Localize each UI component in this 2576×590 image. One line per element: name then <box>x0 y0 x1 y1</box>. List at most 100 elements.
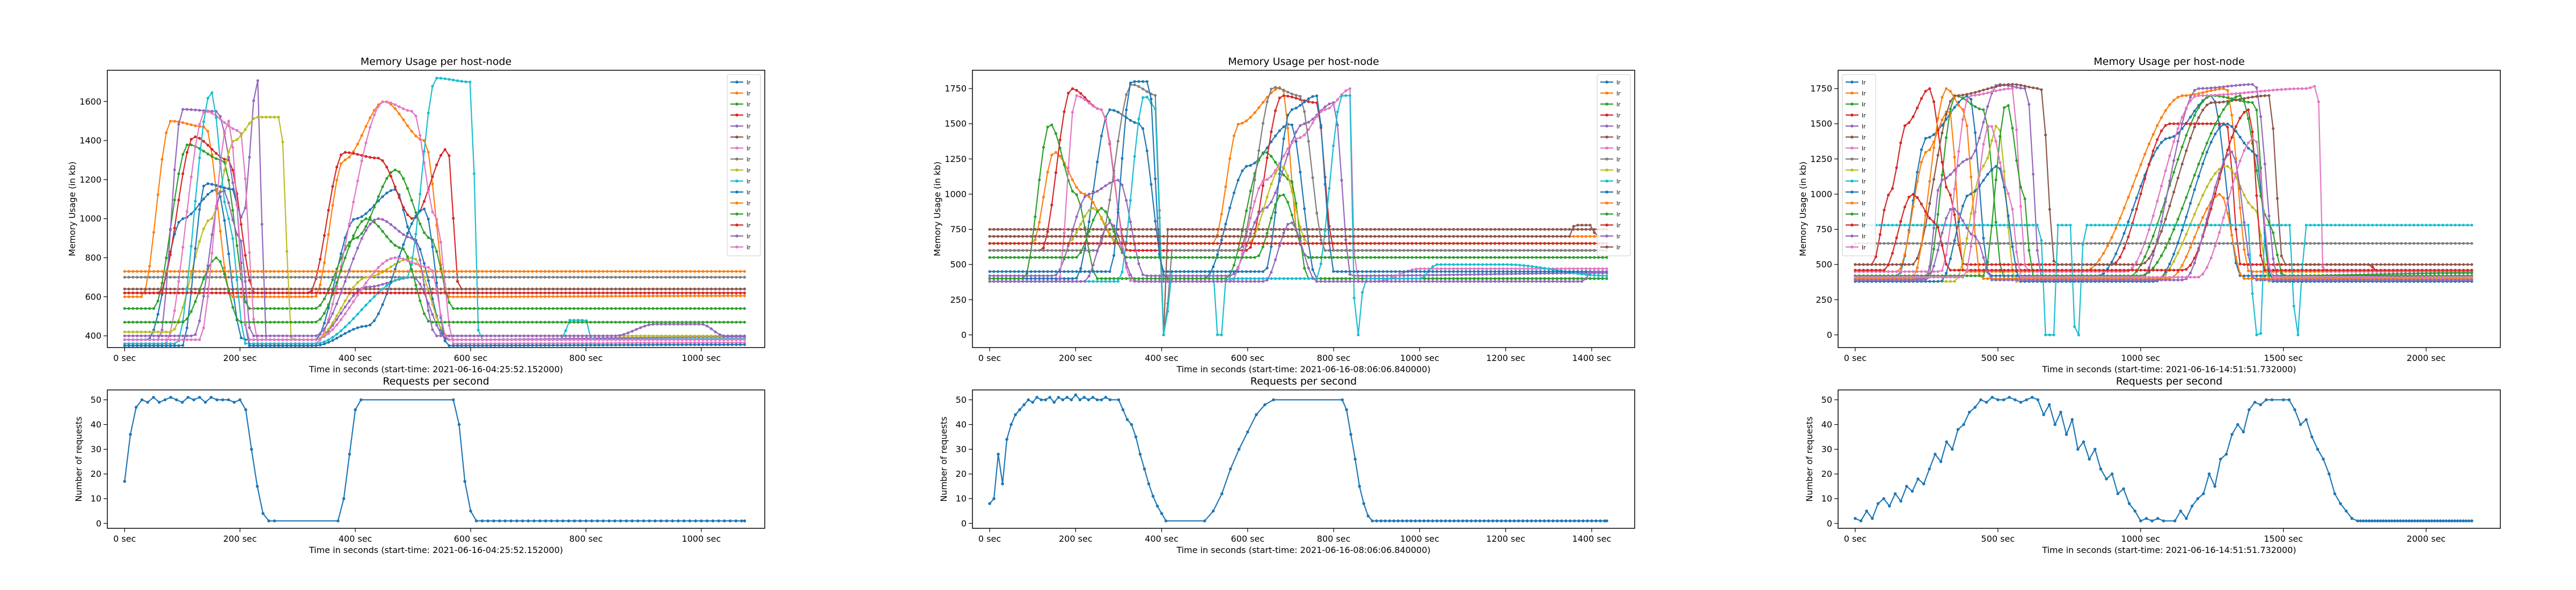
data-point <box>581 287 584 291</box>
data-point <box>156 321 159 324</box>
data-point <box>1058 154 1062 158</box>
data-point <box>1348 256 1351 259</box>
data-point <box>676 321 679 324</box>
data-point <box>452 270 455 273</box>
data-point <box>685 343 688 346</box>
data-point <box>1481 242 1484 245</box>
data-point <box>239 291 243 294</box>
data-point <box>360 277 363 281</box>
data-point <box>726 341 729 344</box>
data-point <box>685 338 688 342</box>
data-point <box>1552 268 1555 271</box>
data-point <box>1087 220 1091 223</box>
data-point <box>1245 256 1248 259</box>
data-point <box>1075 193 1078 196</box>
data-point <box>1286 91 1290 94</box>
data-point <box>1473 280 1476 283</box>
data-point <box>1605 270 1608 273</box>
data-point <box>676 276 679 279</box>
data-point <box>469 291 472 294</box>
data-point <box>319 291 322 294</box>
data-point <box>1000 280 1004 283</box>
data-point <box>472 338 476 342</box>
data-point <box>294 307 297 310</box>
data-point <box>1485 256 1488 259</box>
data-point <box>1216 256 1219 259</box>
data-point <box>348 156 351 159</box>
data-point <box>1249 280 1252 283</box>
data-point <box>506 321 509 324</box>
data-point <box>1394 256 1397 259</box>
data-point <box>552 334 555 337</box>
data-point <box>1096 107 1099 110</box>
data-point <box>680 307 684 310</box>
data-point <box>1361 242 1364 245</box>
data-point <box>123 291 126 294</box>
data-point <box>135 287 139 291</box>
data-point <box>1199 235 1203 238</box>
data-point <box>1034 228 1037 231</box>
data-point <box>414 270 418 273</box>
data-point <box>1195 270 1198 273</box>
data-point <box>1444 277 1447 281</box>
data-point <box>1125 262 1128 265</box>
data-point <box>1261 179 1264 182</box>
data-point <box>273 115 276 119</box>
data-point <box>606 343 609 346</box>
data-point <box>335 336 339 340</box>
data-point <box>739 338 742 342</box>
y-tick-label: 750 <box>950 224 967 234</box>
data-point <box>348 151 351 154</box>
data-point <box>1448 263 1451 266</box>
legend-label: lr <box>747 244 751 251</box>
data-point <box>1477 249 1480 252</box>
data-point <box>1067 280 1070 283</box>
data-point <box>1261 101 1264 104</box>
data-point <box>485 270 488 273</box>
data-point <box>1129 228 1132 231</box>
data-point <box>281 276 284 279</box>
data-point <box>456 287 459 291</box>
data-point <box>185 326 189 329</box>
data-point <box>1249 189 1252 193</box>
data-point <box>1154 277 1157 281</box>
data-point <box>1187 242 1190 245</box>
data-point <box>1452 228 1455 231</box>
data-point <box>140 270 143 273</box>
data-point <box>1535 272 1538 275</box>
data-point <box>364 270 368 273</box>
data-point <box>410 276 413 279</box>
data-point <box>265 270 268 273</box>
data-point <box>1236 179 1240 182</box>
data-point <box>1017 228 1020 231</box>
data-point <box>194 200 197 203</box>
data-point <box>177 291 180 294</box>
data-point <box>339 334 343 337</box>
data-point <box>1145 235 1148 238</box>
data-point <box>1386 277 1389 281</box>
data-point <box>730 321 734 324</box>
x-tick-label: 1000 sec <box>682 353 721 363</box>
data-point <box>1390 274 1393 277</box>
data-point <box>1261 184 1264 187</box>
data-point <box>1021 274 1024 277</box>
data-point <box>1274 211 1277 214</box>
data-point <box>181 334 185 337</box>
data-point <box>722 343 726 346</box>
data-point <box>610 291 613 294</box>
data-point <box>1348 242 1351 245</box>
data-point <box>452 287 455 291</box>
data-point <box>1597 274 1600 277</box>
data-point <box>1444 242 1447 245</box>
data-point <box>1531 256 1534 259</box>
data-point <box>223 287 226 291</box>
data-point <box>1468 249 1472 252</box>
data-point <box>173 342 176 345</box>
data-point <box>123 307 126 310</box>
data-point <box>189 212 193 216</box>
data-point <box>1315 256 1319 259</box>
data-point <box>1162 333 1165 337</box>
data-point <box>469 342 472 345</box>
data-point <box>335 333 339 336</box>
data-point <box>539 295 543 298</box>
